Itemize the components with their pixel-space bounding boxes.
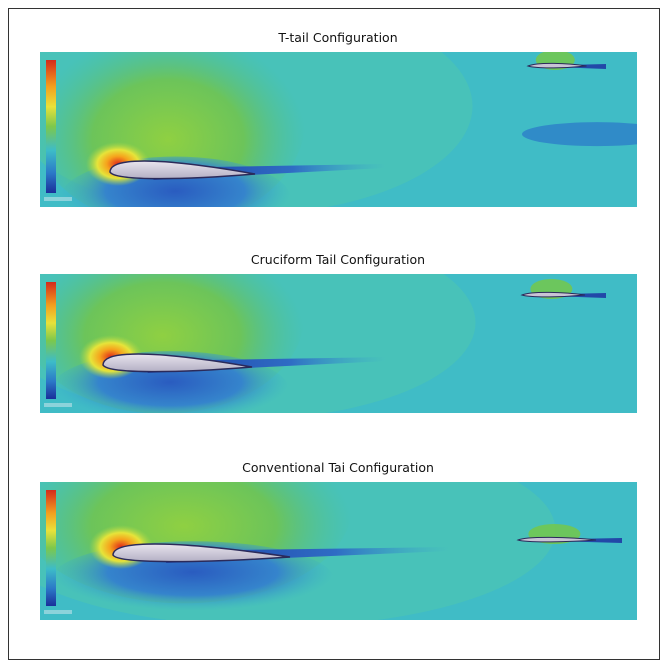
panel-title: T-tail Configuration [277, 30, 397, 45]
panel-title: Conventional Tai Configuration [242, 460, 434, 475]
color-bar [46, 60, 56, 193]
panel-title: Cruciform Tail Configuration [251, 252, 425, 267]
legend-caption [44, 197, 72, 201]
color-bar [46, 490, 56, 606]
figure: T-tail Configuration Cruciform Tail Confi… [0, 0, 668, 667]
color-bar [46, 282, 56, 399]
legend-caption [44, 610, 72, 614]
page: T-tail Configuration Cruciform Tail Confi… [0, 0, 668, 667]
legend-caption [44, 403, 72, 407]
